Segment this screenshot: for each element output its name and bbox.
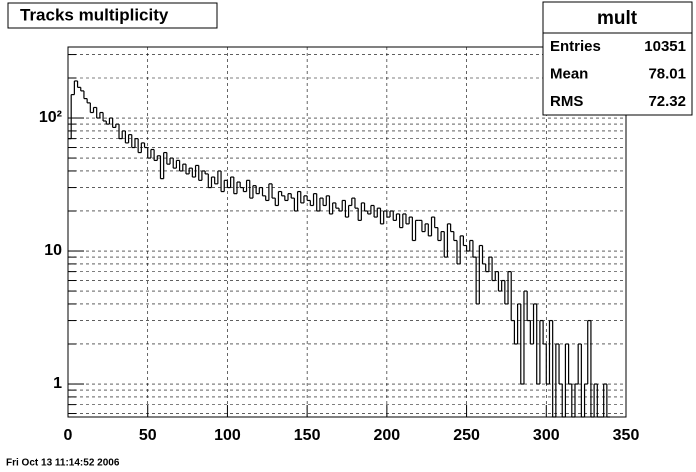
- stats-value: 10351: [644, 38, 686, 55]
- x-tick-label: 0: [64, 427, 73, 444]
- frame: [67, 46, 627, 418]
- x-tick-label: 100: [214, 427, 241, 444]
- stats-frame: [542, 1, 693, 116]
- stats-label: RMS: [550, 93, 583, 110]
- stats-title: mult: [597, 8, 638, 29]
- chart-title: Tracks multiplicity: [20, 5, 169, 24]
- x-tick-label: 50: [139, 427, 157, 444]
- x-tick-label: 250: [453, 427, 480, 444]
- x-tick-label: 300: [533, 427, 560, 444]
- y-tick-label: 10²: [39, 109, 62, 126]
- x-tick-label: 150: [294, 427, 321, 444]
- stats-label: Entries: [550, 38, 601, 55]
- x-tick-label: 350: [613, 427, 640, 444]
- stats-value: 78.01: [648, 65, 686, 82]
- title-box: [7, 2, 218, 29]
- stats-label: Mean: [550, 65, 588, 82]
- y-tick-label: 1: [53, 375, 62, 392]
- stats-box: mult: [542, 1, 693, 116]
- footer: Fri Oct 13 11:14:52 2006: [6, 458, 120, 469]
- x-tick-label: 200: [374, 427, 401, 444]
- y-tick-label: 10: [44, 242, 62, 259]
- stats-value: 72.32: [648, 93, 686, 110]
